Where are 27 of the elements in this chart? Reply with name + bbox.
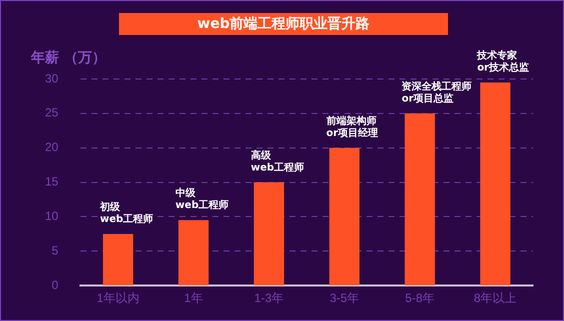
annotation: 高级 web工程师	[250, 149, 304, 174]
annotation: 前端架构师 or项目经理	[325, 114, 378, 139]
x-tick-label: 5-8年	[405, 291, 435, 306]
annotation: 技术专家 or技术总监	[476, 49, 530, 74]
y-tick-label: 10	[44, 209, 59, 224]
y-tick-label: 5	[52, 243, 59, 258]
y-tick-label: 30	[44, 71, 59, 86]
y-tick-label: 15	[44, 174, 59, 189]
y-tick-label: 0	[52, 278, 59, 292]
bar	[404, 113, 435, 286]
x-tick-label: 1年	[184, 291, 203, 306]
x-tick-label: 1-3年	[254, 291, 284, 306]
x-tick-label: 3-5年	[330, 291, 360, 306]
annotation: 中级 web工程师	[175, 187, 229, 212]
annotation: 初级 web工程师	[98, 200, 154, 225]
bar	[254, 182, 284, 286]
x-tick-label: 1年以内	[96, 291, 140, 306]
annotation: 资深全栈工程师 or项目总监	[402, 80, 472, 104]
bar	[178, 220, 209, 286]
y-tick-label: 25	[44, 106, 59, 120]
x-tick-label: 8年以上	[474, 291, 517, 306]
y-tick-label: 20	[44, 140, 59, 154]
bar	[329, 148, 360, 286]
bar	[102, 234, 134, 286]
y-axis-title: 年薪 （万）	[31, 49, 106, 67]
bar	[480, 82, 510, 286]
chart-title: web前端工程师职业晋升路	[119, 13, 448, 35]
